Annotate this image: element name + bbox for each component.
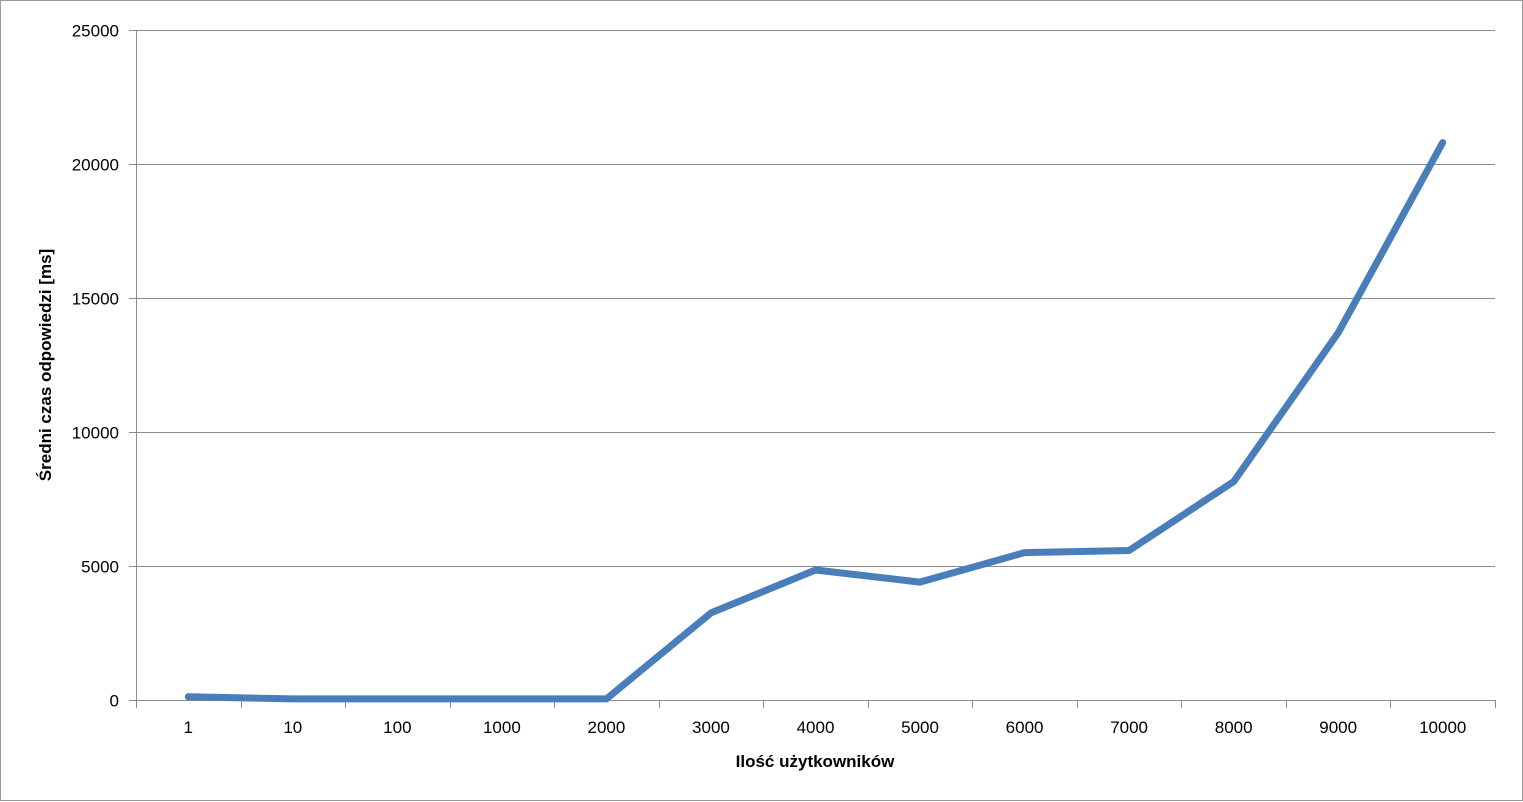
data-point <box>187 696 189 698</box>
x-tick-label: 5000 <box>901 718 939 737</box>
y-tick-label: 0 <box>110 692 119 711</box>
x-tick-label: 100 <box>383 718 411 737</box>
data-point <box>919 581 921 583</box>
data-point <box>1128 549 1130 551</box>
x-tick-label: 6000 <box>1006 718 1044 737</box>
x-tick-label: 7000 <box>1110 718 1148 737</box>
x-axis-title: Ilość użytkowników <box>736 752 895 771</box>
axes <box>129 30 1496 708</box>
y-tick-label: 25000 <box>72 22 119 41</box>
data-point <box>396 698 398 700</box>
y-tick-label: 20000 <box>72 156 119 175</box>
series-line <box>184 139 1447 703</box>
data-point <box>1337 332 1339 334</box>
x-tick-labels: 1 10 100 1000 2000 3000 4000 5000 6000 7000 8000 90… <box>184 718 1467 737</box>
data-point <box>605 698 607 700</box>
y-tick-labels: 0 5000 10000 15000 20000 25000 <box>72 22 119 711</box>
y-tick-label: 10000 <box>72 424 119 443</box>
gridlines <box>136 30 1495 567</box>
data-point <box>501 698 503 700</box>
data-point <box>1233 481 1235 483</box>
data-point <box>292 698 294 700</box>
data-point <box>710 612 712 614</box>
x-tick-label: 1000 <box>483 718 521 737</box>
x-tick-label: 4000 <box>797 718 835 737</box>
x-tick-label: 10000 <box>1419 718 1466 737</box>
x-tick-label: 8000 <box>1215 718 1253 737</box>
data-point <box>815 569 816 571</box>
x-tick-label: 3000 <box>692 718 730 737</box>
y-tick-label: 5000 <box>81 558 119 577</box>
x-tick-label: 9000 <box>1319 718 1357 737</box>
x-tick-label: 1 <box>184 718 193 737</box>
y-axis-title: Średni czas odpowiedzi [ms] <box>36 249 55 481</box>
y-tick-label: 15000 <box>72 290 119 309</box>
data-point <box>1024 552 1026 554</box>
series-layer <box>184 139 1447 703</box>
data-point <box>1442 142 1444 144</box>
x-tick-label: 2000 <box>588 718 626 737</box>
x-tick-label: 10 <box>283 718 302 737</box>
